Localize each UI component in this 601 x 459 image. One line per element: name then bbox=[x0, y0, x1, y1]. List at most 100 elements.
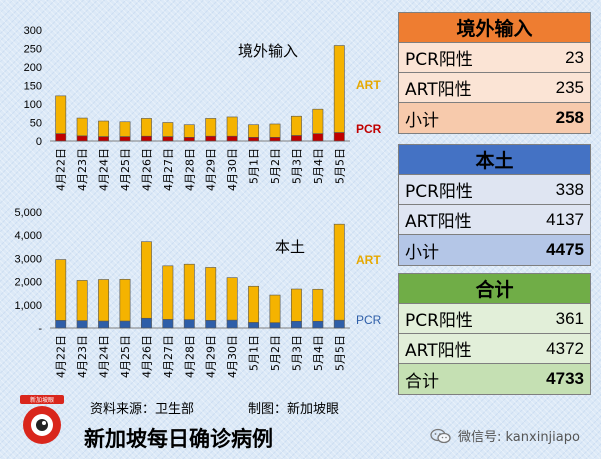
page-title: 新加坡每日确诊病例 bbox=[84, 427, 273, 451]
x-tick-label: 4月24日 bbox=[98, 335, 111, 378]
row-label: ART阳性 bbox=[405, 212, 472, 232]
legend-art: ART bbox=[356, 253, 381, 267]
row-label: PCR阳性 bbox=[405, 182, 473, 202]
bar-art bbox=[119, 121, 131, 137]
wechat-id: 微信号: kanxinjiapo bbox=[430, 426, 580, 445]
bar-pcr bbox=[248, 322, 260, 329]
y-tick-label: 300 bbox=[24, 25, 42, 37]
y-tick-label: 3,000 bbox=[14, 253, 42, 265]
bar-art bbox=[76, 280, 88, 321]
x-tick-label: 4月29日 bbox=[205, 148, 218, 191]
y-tick-label: 150 bbox=[24, 81, 42, 93]
bar-art bbox=[119, 278, 131, 322]
bar-art bbox=[55, 259, 67, 321]
total-cases-table: 合计 PCR阳性 361 ART阳性 4372 合计 4733 bbox=[398, 273, 591, 395]
bar-art bbox=[312, 108, 324, 134]
bar-pcr bbox=[205, 320, 217, 329]
row-label: 小计 bbox=[405, 242, 439, 263]
bar-art bbox=[162, 265, 174, 320]
x-tick-label: 5月5日 bbox=[333, 148, 346, 184]
chart-title: 境外输入 bbox=[238, 42, 298, 60]
y-tick-label: 50 bbox=[30, 118, 42, 130]
bar-art bbox=[248, 285, 260, 323]
y-tick-label: 0 bbox=[36, 136, 42, 148]
row-label: ART阳性 bbox=[405, 80, 472, 100]
bar-art bbox=[55, 95, 67, 134]
x-tick-label: 4月28日 bbox=[183, 148, 196, 191]
x-tick-label: 5月3日 bbox=[290, 335, 303, 371]
bar-pcr bbox=[269, 137, 281, 142]
row-label: PCR阳性 bbox=[405, 311, 473, 331]
bar-art bbox=[162, 122, 174, 137]
bar-art bbox=[140, 241, 152, 319]
local-cases-chart: - 1,000 2,000 3,000 4,000 5,000 4月22日 4月23日 4月24… bbox=[14, 207, 381, 378]
total-sum-row: 合计 4733 bbox=[399, 364, 590, 394]
bar-art bbox=[290, 115, 302, 136]
bar-art bbox=[269, 294, 281, 323]
bar-pcr bbox=[140, 317, 152, 329]
bar-pcr bbox=[312, 133, 324, 142]
imported-cases-table: 境外输入 PCR阳性 23 ART阳性 235 小计 258 bbox=[398, 12, 591, 134]
x-tick-label: 4月22日 bbox=[55, 148, 68, 191]
y-tick-label: 2,000 bbox=[14, 277, 42, 289]
local-subtotal-row: 小计 4475 bbox=[399, 235, 590, 265]
row-label: 合计 bbox=[405, 371, 439, 392]
bar-art bbox=[333, 45, 345, 133]
logo-text: 新加坡眼 bbox=[30, 396, 54, 404]
y-tick-label: 200 bbox=[24, 62, 42, 74]
row-value: 4475 bbox=[546, 240, 584, 259]
bar-pcr bbox=[183, 137, 195, 142]
bar-pcr bbox=[333, 319, 345, 329]
x-tick-label: 4月23日 bbox=[76, 148, 89, 191]
row-value: 258 bbox=[555, 108, 584, 127]
bar-pcr bbox=[119, 320, 131, 329]
total-art-row: ART阳性 4372 bbox=[399, 334, 590, 364]
x-tick-label: 5月2日 bbox=[269, 148, 282, 184]
total-table-header: 合计 bbox=[399, 274, 590, 304]
x-tick-label: 5月4日 bbox=[312, 335, 325, 371]
bar-pcr bbox=[205, 135, 217, 142]
local-pcr-row: PCR阳性 338 bbox=[399, 175, 590, 205]
bar-art bbox=[183, 263, 195, 320]
imported-art-row: ART阳性 235 bbox=[399, 73, 590, 103]
bar-art bbox=[76, 117, 88, 137]
bar-pcr bbox=[226, 135, 238, 142]
row-value: 338 bbox=[555, 179, 584, 199]
x-tick-label: 4月25日 bbox=[119, 335, 132, 378]
x-tick-label: 5月1日 bbox=[248, 335, 261, 371]
legend-pcr: PCR bbox=[356, 313, 382, 327]
bar-pcr bbox=[269, 322, 281, 329]
bar-pcr bbox=[162, 136, 174, 142]
x-tick-label: 4月27日 bbox=[162, 148, 175, 191]
bar-art bbox=[312, 288, 324, 322]
local-cases-table: 本土 PCR阳性 338 ART阳性 4137 小计 4475 bbox=[398, 144, 591, 266]
bar-art bbox=[98, 279, 110, 322]
made-by: 制图：新加坡眼 bbox=[248, 402, 340, 417]
local-table-header: 本土 bbox=[399, 145, 590, 175]
y-tick-label: 100 bbox=[24, 99, 42, 111]
y-tick-label: - bbox=[38, 323, 42, 335]
bar-pcr bbox=[183, 319, 195, 329]
bar-art bbox=[333, 223, 345, 321]
x-tick-label: 5月5日 bbox=[333, 335, 346, 371]
bar-art bbox=[248, 124, 260, 138]
data-source: 资料来源：卫生部 bbox=[90, 402, 195, 417]
y-tick-label: 5,000 bbox=[14, 207, 42, 219]
bar-art bbox=[269, 123, 281, 138]
bar-pcr bbox=[290, 320, 302, 329]
x-tick-label: 5月2日 bbox=[269, 335, 282, 371]
x-tick-label: 5月3日 bbox=[290, 148, 303, 184]
x-tick-label: 4月29日 bbox=[205, 335, 218, 378]
x-tick-label: 4月28日 bbox=[183, 335, 196, 378]
bar-pcr bbox=[248, 137, 260, 142]
row-value: 23 bbox=[565, 47, 584, 67]
bar-pcr bbox=[226, 319, 238, 329]
bar-pcr bbox=[119, 136, 131, 142]
x-tick-label: 4月30日 bbox=[226, 335, 239, 378]
bar-pcr bbox=[140, 135, 152, 142]
x-tick-label: 5月4日 bbox=[312, 148, 325, 184]
legend-art: ART bbox=[356, 78, 381, 92]
imported-pcr-row: PCR阳性 23 bbox=[399, 43, 590, 73]
x-tick-label: 4月25日 bbox=[119, 148, 132, 191]
bar-art bbox=[140, 118, 152, 137]
